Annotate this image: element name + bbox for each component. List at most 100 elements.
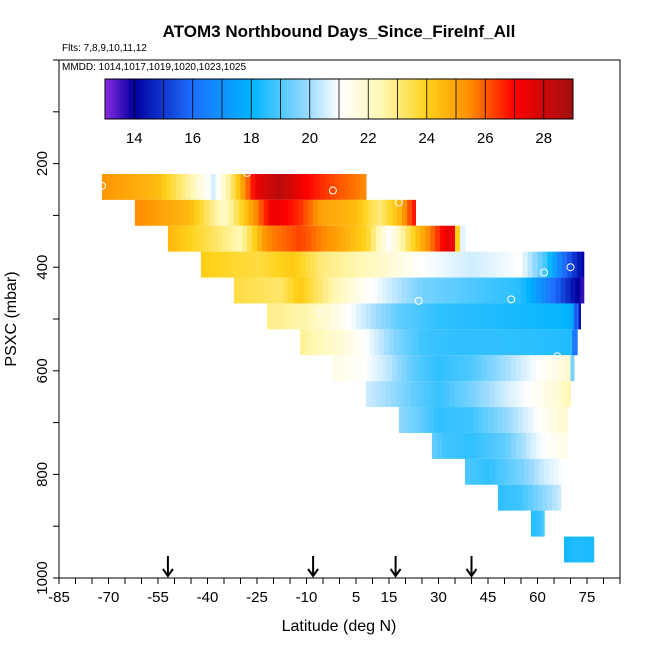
heatmap-cell bbox=[521, 277, 527, 304]
heatmap-cell bbox=[370, 303, 377, 330]
heatmap-cell bbox=[549, 458, 555, 485]
heatmap-cell bbox=[393, 329, 400, 356]
heatmap-cell bbox=[224, 199, 230, 226]
heatmap-cell bbox=[347, 199, 354, 226]
heatmap-cell bbox=[545, 277, 552, 304]
sample-marker bbox=[553, 352, 562, 361]
heatmap-cell bbox=[111, 173, 118, 200]
heatmap-cell bbox=[276, 303, 283, 330]
colorbar-swatch bbox=[274, 79, 279, 119]
heatmap-cell bbox=[453, 407, 459, 433]
heatmap-cell bbox=[326, 225, 332, 252]
heatmap-cell bbox=[525, 432, 532, 459]
colorbar-swatch bbox=[113, 79, 118, 119]
colorbar-swatch bbox=[151, 79, 156, 119]
heatmap-cell bbox=[271, 225, 278, 252]
y-tick-label: 400 bbox=[34, 255, 51, 280]
heatmap-cell bbox=[455, 381, 461, 408]
heatmap-cell bbox=[250, 251, 256, 278]
heatmap-cell bbox=[532, 251, 539, 278]
heatmap-cell bbox=[412, 277, 418, 304]
heatmap-cell bbox=[415, 303, 421, 330]
heatmap-cell bbox=[415, 225, 421, 252]
heatmap-cell bbox=[372, 199, 379, 226]
colorbar-swatch bbox=[292, 79, 296, 119]
colorbar-swatch bbox=[251, 79, 255, 119]
heatmap-cell bbox=[492, 251, 499, 278]
heatmap-cell bbox=[146, 173, 152, 200]
heatmap-cell bbox=[461, 355, 468, 382]
heatmap-cell bbox=[504, 303, 511, 330]
heatmap-cell bbox=[344, 251, 350, 278]
heatmap-cell bbox=[562, 329, 568, 356]
heatmap-cell bbox=[156, 173, 162, 200]
heatmap-cell bbox=[311, 303, 317, 330]
heatmap-cell bbox=[141, 173, 148, 200]
heatmap-cell bbox=[435, 303, 441, 330]
heatmap-cell bbox=[324, 173, 331, 200]
colorbar-swatch bbox=[420, 79, 425, 119]
heatmap-cell bbox=[506, 432, 512, 459]
heatmap-cell bbox=[408, 329, 415, 356]
heatmap-cell bbox=[329, 251, 336, 278]
heatmap-cell bbox=[382, 355, 388, 382]
heatmap-cell bbox=[455, 303, 461, 330]
sample-marker bbox=[467, 227, 476, 236]
heatmap-cell bbox=[268, 277, 275, 304]
heatmap-cell bbox=[347, 277, 354, 304]
chart-title: ATOM3 Northbound Days_Since_FireInf_All bbox=[163, 22, 516, 41]
heatmap-cell bbox=[298, 199, 304, 226]
heatmap-cell bbox=[438, 329, 445, 356]
colorbar-swatch bbox=[318, 79, 322, 119]
heatmap-cell bbox=[494, 381, 501, 408]
heatmap-cell bbox=[534, 381, 540, 408]
heatmap-cell bbox=[253, 199, 260, 226]
heatmap-cell bbox=[290, 251, 296, 278]
colorbar-swatch bbox=[494, 79, 498, 119]
colorbar-swatch bbox=[467, 79, 472, 119]
heatmap-cell bbox=[400, 381, 407, 408]
heatmap-cell bbox=[545, 355, 552, 382]
heatmap-cell bbox=[243, 277, 250, 304]
sample-marker bbox=[566, 263, 575, 272]
dates-label: MMDD: 1014,1017,1019,1020,1023,1025 bbox=[62, 62, 246, 73]
heatmap-cell bbox=[547, 251, 553, 278]
heatmap-cell bbox=[212, 225, 218, 252]
colorbar-swatch bbox=[350, 79, 355, 119]
heatmap-cell bbox=[484, 381, 491, 408]
heatmap-cell bbox=[542, 484, 548, 511]
heatmap-cell bbox=[341, 303, 347, 330]
colorbar-swatch bbox=[423, 79, 428, 119]
heatmap-cell bbox=[336, 303, 342, 330]
y-tick-label: 800 bbox=[34, 462, 51, 487]
heatmap-cell bbox=[321, 303, 327, 330]
heatmap-cell bbox=[532, 329, 539, 356]
heatmap-cell bbox=[219, 199, 225, 226]
heatmap-cell bbox=[478, 251, 484, 278]
heatmap-cell bbox=[238, 277, 245, 304]
heatmap-cell bbox=[324, 329, 331, 356]
heatmap-cell bbox=[422, 355, 428, 382]
heatmap-cell bbox=[174, 199, 181, 226]
colorbar: 14 16 18 20 22 24 26 28 bbox=[104, 78, 574, 147]
heatmap-cell bbox=[563, 303, 570, 330]
colorbar-swatch bbox=[213, 79, 217, 119]
colorbar-swatch bbox=[303, 79, 308, 119]
colorbar-swatch bbox=[456, 79, 460, 119]
heatmap-cell bbox=[167, 225, 174, 252]
heatmap-cell bbox=[349, 329, 355, 356]
heatmap-cell bbox=[306, 303, 313, 330]
heatmap-cell bbox=[517, 329, 524, 356]
heatmap-cell bbox=[225, 251, 232, 278]
heatmap-cell bbox=[557, 407, 563, 433]
heatmap-cell bbox=[512, 329, 519, 356]
heatmap-cell bbox=[248, 199, 255, 226]
colorbar-swatch bbox=[260, 79, 264, 119]
colorbar-swatch bbox=[245, 79, 249, 119]
heatmap-cell bbox=[430, 303, 436, 330]
x-tick-label: -55 bbox=[147, 589, 169, 606]
colorbar-swatch bbox=[453, 79, 457, 119]
heatmap-cell bbox=[248, 277, 255, 304]
colorbar-swatch bbox=[140, 79, 144, 119]
